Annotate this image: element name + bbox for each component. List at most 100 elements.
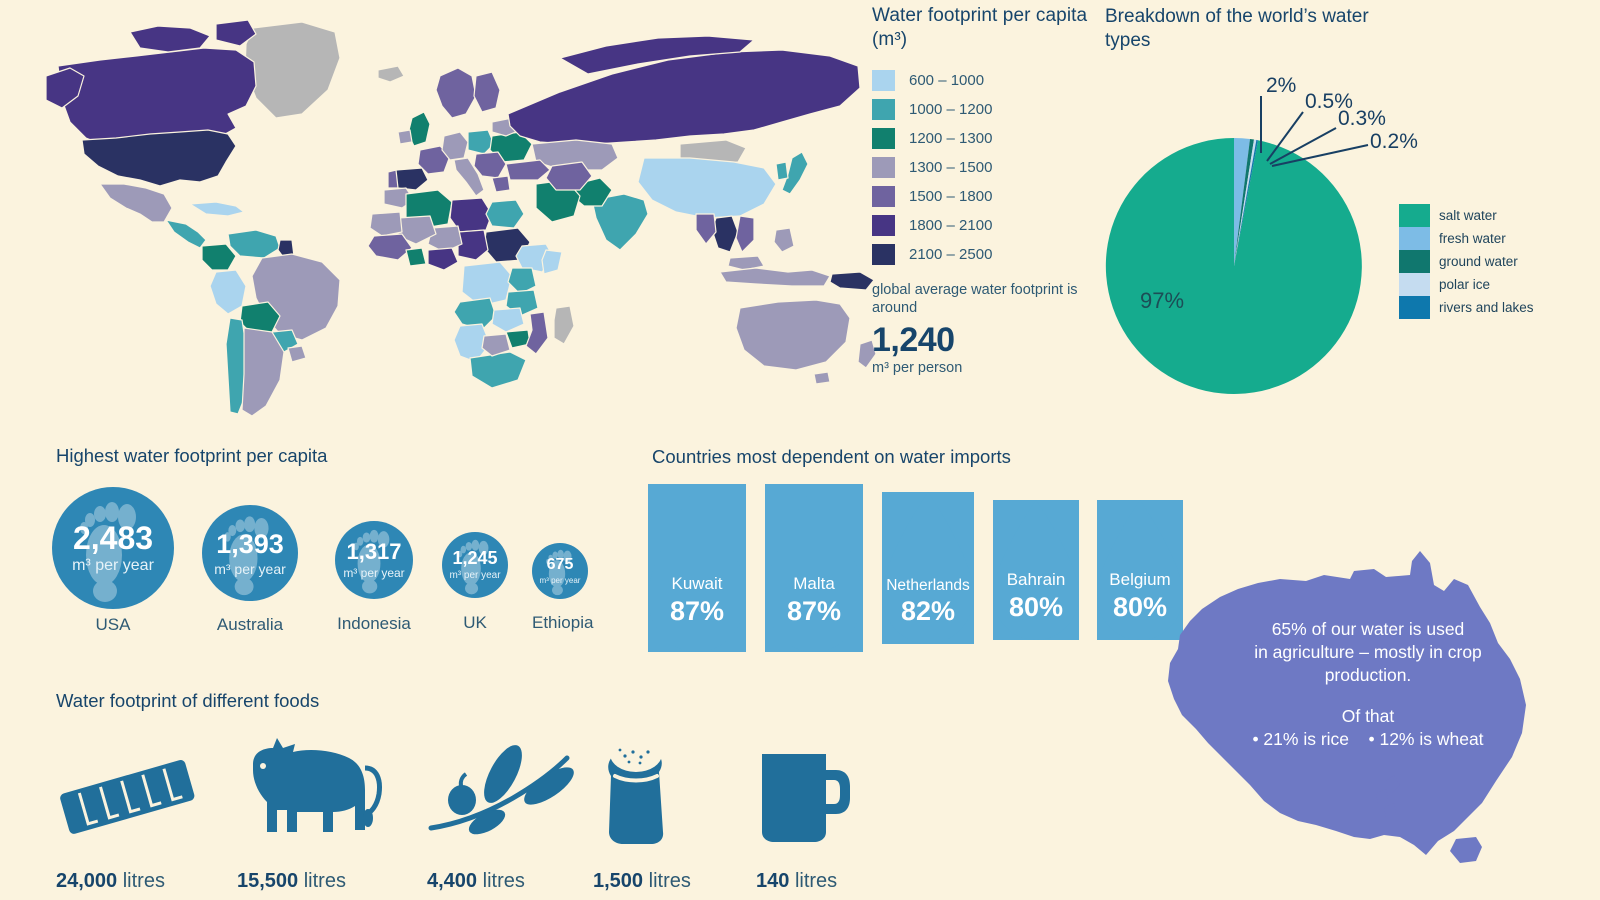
pie-legend-label: salt water xyxy=(1439,208,1497,223)
country-canada-arctic xyxy=(129,25,211,53)
legend-row: 1200 – 1300 xyxy=(872,124,1102,153)
pie-legend-swatch-icon xyxy=(1399,296,1430,319)
pie-legend-label: ground water xyxy=(1439,254,1518,269)
water-drop-icon xyxy=(1097,500,1183,640)
sugar-sack-icon xyxy=(608,736,664,844)
footprint-country: Ethiopia xyxy=(532,613,594,632)
australia-bullet-rice: • 21% is rice xyxy=(1252,729,1350,749)
footprint-circles-group: 2,483 m³ per year USA xyxy=(52,487,612,647)
food-amount-unit: litres xyxy=(648,870,691,892)
pie-callout-lines xyxy=(1260,96,1369,167)
callout-line-02pct xyxy=(1271,144,1369,167)
food-amount: 4,400 litres xyxy=(427,870,525,893)
map-legend: Water footprint per capita (m³) 600 – 10… xyxy=(872,4,1102,376)
imports-section-heading: Countries most dependent on water import… xyxy=(652,446,1011,467)
food-amount-unit: litres xyxy=(303,870,346,892)
country-vietnam xyxy=(735,215,755,253)
pie-legend-label: rivers and lakes xyxy=(1439,300,1534,315)
footprint-unit: m³ per year xyxy=(72,557,154,574)
country-nigeria xyxy=(427,247,459,271)
country-alaska xyxy=(45,67,85,109)
callout-line-03pct xyxy=(1269,127,1337,165)
country-india xyxy=(591,193,649,251)
global-average-note: global average water footprint is around xyxy=(872,282,1078,316)
legend-label: 2100 – 2500 xyxy=(909,246,993,263)
food-desc: 1 cup of coffee xyxy=(756,898,848,900)
pie-callout-05pct: 0.5% xyxy=(1305,90,1353,113)
country-egypt xyxy=(485,199,525,229)
country-venezuela xyxy=(227,229,281,259)
cow-icon xyxy=(253,738,382,832)
water-drop-icon xyxy=(765,484,863,652)
country-myanmar xyxy=(695,213,717,245)
water-drop-icon xyxy=(648,484,746,652)
country-chad xyxy=(457,229,489,261)
map-legend-list: 600 – 1000 1000 – 1200 1200 – 1300 1300 … xyxy=(872,66,1102,269)
footprint-icon xyxy=(353,529,390,594)
drop-percent: 87% xyxy=(786,596,842,626)
pie-slice-fresh-water xyxy=(1234,138,1250,266)
footprint-item-usa: 2,483 m³ per year USA xyxy=(52,487,174,634)
country-portugal xyxy=(387,169,399,189)
legend-swatch-icon xyxy=(872,244,895,265)
legend-swatch-icon xyxy=(872,186,895,207)
country-peru xyxy=(209,269,247,315)
pie-legend-swatch-icon xyxy=(1399,250,1430,273)
country-greece xyxy=(491,175,511,193)
footprint-unit: m³ per year xyxy=(449,570,501,581)
footprint-country: Indonesia xyxy=(337,614,411,633)
pie-svg xyxy=(1105,137,1362,394)
country-canada-arctic2 xyxy=(215,19,257,47)
food-desc: 1 kg of sugar xyxy=(593,898,674,900)
food-amount-value: 24,000 xyxy=(56,870,118,892)
country-finland xyxy=(473,71,501,113)
footprint-unit: m³ per year xyxy=(539,576,581,585)
country-png xyxy=(829,271,875,291)
country-ghana xyxy=(405,247,427,267)
drop-percent: 80% xyxy=(1112,592,1168,622)
world-map-svg xyxy=(45,19,877,417)
country-south-africa xyxy=(469,351,527,389)
pie-callout-2pct: 2% xyxy=(1266,74,1297,97)
country-france xyxy=(417,145,451,175)
pie-slice-label-salt-water: 97% xyxy=(1140,288,1185,313)
country-russia xyxy=(507,49,861,145)
legend-swatch-icon xyxy=(872,70,895,91)
map-legend-title: Water footprint per capita (m³) xyxy=(872,5,1088,50)
global-average-unit: m³ per person xyxy=(872,360,963,376)
coffee-mug-icon xyxy=(762,754,850,842)
country-italy xyxy=(453,157,485,197)
food-amount: 15,500 litres xyxy=(237,870,346,893)
country-canada xyxy=(57,47,257,147)
legend-swatch-icon xyxy=(872,99,895,120)
australia-line-3: production. xyxy=(1324,665,1412,685)
country-australia-map xyxy=(735,299,851,371)
country-somalia xyxy=(541,249,563,275)
pie-legend-swatch-icon xyxy=(1399,227,1430,250)
australia-line-2: in agriculture – mostly in crop xyxy=(1254,642,1482,662)
footprint-country: USA xyxy=(95,615,131,634)
drop-country: Kuwait xyxy=(671,574,723,593)
australia-text-block: 65% of our water is used in agriculture … xyxy=(1208,618,1528,751)
country-iran xyxy=(545,161,593,191)
pie-legend-row: rivers and lakes xyxy=(1399,296,1534,319)
country-thailand xyxy=(711,215,739,253)
australia-line-1: 65% of our water is used xyxy=(1271,619,1465,639)
legend-row: 2100 – 2500 xyxy=(872,240,1102,269)
footprint-value: 1,245 xyxy=(452,548,498,568)
food-amount-value: 4,400 xyxy=(427,870,478,892)
australia-bullet-wheat: • 12% is wheat xyxy=(1368,729,1484,749)
food-amount: 1,500 litres xyxy=(593,870,691,893)
australia-line-4: Of that xyxy=(1341,706,1395,726)
footprint-item-ethiopia: 675 m³ per year Ethiopia xyxy=(532,543,593,632)
food-amount-value: 1,500 xyxy=(593,870,644,892)
chocolate-bar-icon xyxy=(60,760,195,834)
pie-chart-title: Breakdown of the world’s water types xyxy=(1105,6,1369,51)
pie-slice-ground-water xyxy=(1234,139,1254,266)
pie-legend-swatch-icon xyxy=(1399,204,1430,227)
country-koreas xyxy=(775,161,789,181)
country-scandinavia xyxy=(435,67,477,119)
country-mozambique xyxy=(525,311,549,355)
country-iceland xyxy=(377,65,405,83)
